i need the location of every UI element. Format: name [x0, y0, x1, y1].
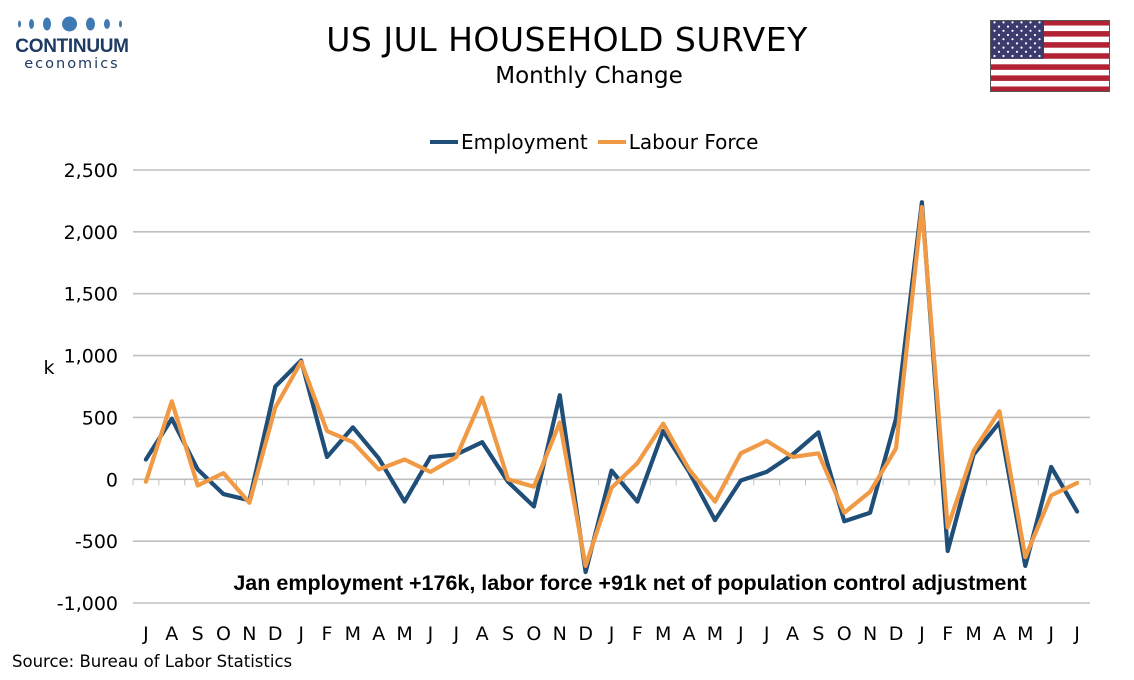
x-tick-label: S: [812, 623, 824, 645]
logo-name: CONTINUUM: [15, 36, 129, 57]
us-flag-icon: [990, 20, 1110, 92]
x-tick-label: D: [889, 623, 904, 645]
chart-legend: Employment Labour Force: [430, 130, 768, 154]
logo-dots-icon: [12, 14, 132, 34]
legend-label-labour-force: Labour Force: [628, 130, 759, 154]
legend-swatch-employment: [430, 140, 458, 144]
legend-swatch-labour-force: [597, 140, 626, 144]
x-tick-label: A: [993, 623, 1006, 645]
chart-title: US JUL HOUSEHOLD SURVEY: [326, 20, 808, 59]
x-tick-label: O: [216, 623, 231, 645]
y-tick-label: 2,500: [64, 160, 118, 182]
x-tick-label: N: [863, 623, 877, 645]
x-tick-label: N: [553, 623, 567, 645]
x-tick-label: N: [242, 623, 256, 645]
x-tick-label: A: [476, 623, 489, 645]
source-note: Source: Bureau of Labor Statistics: [12, 652, 293, 671]
x-tick-label: F: [942, 623, 953, 645]
x-tick-label: O: [526, 623, 541, 645]
x-tick-label: J: [737, 623, 744, 645]
chart-annotation: Jan employment +176k, labor force +91k n…: [233, 571, 1026, 595]
x-tick-label: A: [786, 623, 799, 645]
x-tick-label: J: [918, 623, 925, 645]
x-tick-label: S: [192, 623, 204, 645]
x-tick-label: M: [345, 623, 361, 645]
x-tick-label: J: [1073, 623, 1080, 645]
legend-item-employment: Employment: [430, 130, 588, 154]
x-tick-label: J: [1047, 623, 1054, 645]
x-tick-label: M: [396, 623, 412, 645]
x-tick-label: J: [427, 623, 434, 645]
y-tick-label: 1,500: [64, 284, 118, 306]
y-tick-label: -1,000: [57, 593, 118, 615]
legend-label-employment: Employment: [461, 130, 588, 154]
x-tick-label: A: [165, 623, 178, 645]
chart-subtitle: Monthly Change: [495, 63, 683, 89]
x-tick-label: D: [578, 623, 593, 645]
x-tick-label: F: [322, 623, 333, 645]
x-tick-label: A: [683, 623, 696, 645]
y-tick-label: 1,000: [64, 346, 118, 368]
x-tick-label: D: [268, 623, 283, 645]
x-tick-label: M: [965, 623, 981, 645]
x-tick-label: J: [453, 623, 460, 645]
y-tick-label: 2,000: [64, 222, 118, 244]
logo: CONTINUUM economics: [12, 14, 132, 72]
series-line-labour-force: [143, 205, 1080, 569]
x-tick-label: J: [608, 623, 615, 645]
x-tick-label: M: [707, 623, 723, 645]
x-tick-label: M: [1017, 623, 1033, 645]
x-tick-label: J: [763, 623, 770, 645]
x-tick-label: F: [632, 623, 643, 645]
x-tick-label: O: [837, 623, 852, 645]
x-tick-label: S: [502, 623, 514, 645]
y-tick-label: -500: [75, 531, 118, 553]
x-tick-label: M: [655, 623, 671, 645]
y-tick-label: 500: [82, 407, 118, 429]
logo-subtitle: economics: [24, 56, 120, 72]
x-tick-label: J: [297, 623, 304, 645]
legend-item-labour-force: Labour Force: [597, 130, 759, 154]
x-tick-label: A: [372, 623, 385, 645]
x-tick-label: J: [142, 623, 149, 645]
y-axis-label: k: [43, 357, 54, 379]
y-tick-label: 0: [106, 469, 118, 491]
